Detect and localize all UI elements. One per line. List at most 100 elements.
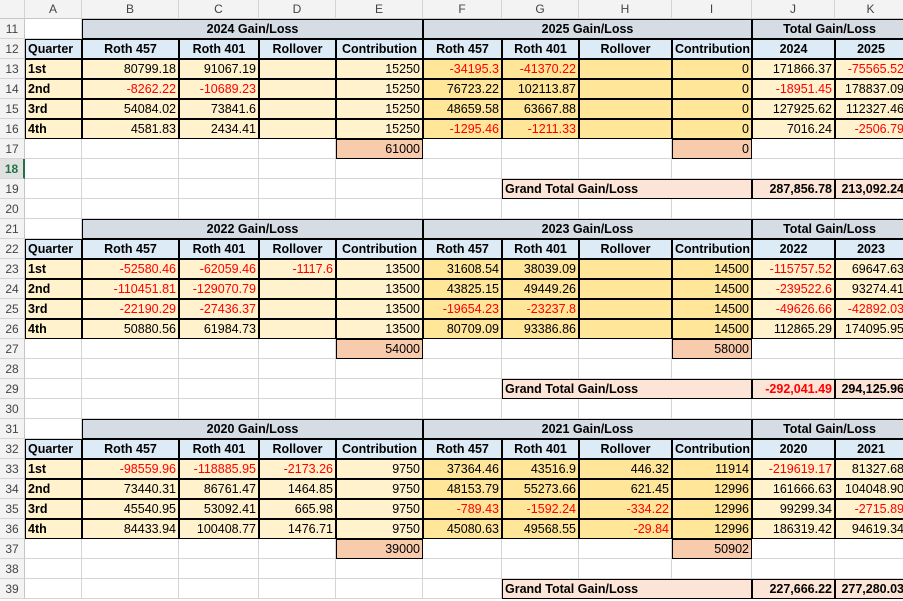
value-cell[interactable]: 112865.29 xyxy=(752,319,835,339)
value-cell[interactable]: 665.98 xyxy=(259,499,336,519)
row-header[interactable]: 21 xyxy=(0,219,25,239)
grand-total-left[interactable]: 227,666.22 xyxy=(752,579,835,599)
value-cell[interactable]: 80709.09 xyxy=(423,319,502,339)
column-header-a[interactable]: A xyxy=(25,0,82,19)
empty-cell[interactable] xyxy=(835,159,903,179)
column-label[interactable]: 2023 xyxy=(835,239,903,259)
grand-total-label[interactable]: Grand Total Gain/Loss xyxy=(502,179,752,199)
empty-cell[interactable] xyxy=(336,199,423,219)
quarter-label[interactable]: 2nd xyxy=(25,279,82,299)
empty-cell[interactable] xyxy=(82,399,179,419)
value-cell[interactable]: 99299.34 xyxy=(752,499,835,519)
empty-cell[interactable] xyxy=(752,359,835,379)
value-cell[interactable] xyxy=(579,279,672,299)
value-cell[interactable]: 93274.41 xyxy=(835,279,903,299)
column-label[interactable]: Roth 401 xyxy=(502,239,579,259)
contribution-total-right[interactable]: 58000 xyxy=(672,339,752,359)
empty-cell[interactable] xyxy=(82,159,179,179)
empty-cell[interactable] xyxy=(25,219,82,239)
section-title-right[interactable]: 2025 Gain/Loss xyxy=(423,19,752,39)
value-cell[interactable] xyxy=(259,319,336,339)
value-cell[interactable]: -239522.6 xyxy=(752,279,835,299)
column-label[interactable]: Rollover xyxy=(259,439,336,459)
column-label[interactable]: Contribution xyxy=(336,239,423,259)
value-cell[interactable]: 12996 xyxy=(672,479,752,499)
empty-cell[interactable] xyxy=(752,399,835,419)
empty-cell[interactable] xyxy=(179,159,259,179)
row-header[interactable]: 26 xyxy=(0,319,25,339)
value-cell[interactable]: -789.43 xyxy=(423,499,502,519)
empty-cell[interactable] xyxy=(179,539,259,559)
grand-total-left[interactable]: 287,856.78 xyxy=(752,179,835,199)
empty-cell[interactable] xyxy=(25,139,82,159)
value-cell[interactable]: 174095.95 xyxy=(835,319,903,339)
value-cell[interactable] xyxy=(579,259,672,279)
value-cell[interactable] xyxy=(579,299,672,319)
section-title-left[interactable]: 2022 Gain/Loss xyxy=(82,219,423,239)
value-cell[interactable]: 43516.9 xyxy=(502,459,579,479)
value-cell[interactable]: 15250 xyxy=(336,59,423,79)
column-label[interactable]: Quarter xyxy=(25,239,82,259)
empty-cell[interactable] xyxy=(835,199,903,219)
grand-total-left[interactable]: -292,041.49 xyxy=(752,379,835,399)
value-cell[interactable]: -8262.22 xyxy=(82,79,179,99)
empty-cell[interactable] xyxy=(502,399,579,419)
row-header[interactable]: 23 xyxy=(0,259,25,279)
quarter-label[interactable]: 2nd xyxy=(25,79,82,99)
empty-cell[interactable] xyxy=(336,179,423,199)
column-label[interactable]: Contribution xyxy=(672,439,752,459)
column-label[interactable]: Contribution xyxy=(672,39,752,59)
row-header[interactable]: 22 xyxy=(0,239,25,259)
value-cell[interactable]: -19654.23 xyxy=(423,299,502,319)
select-all-corner[interactable] xyxy=(0,0,25,19)
grand-total-label[interactable]: Grand Total Gain/Loss xyxy=(502,379,752,399)
contribution-total-left[interactable]: 61000 xyxy=(336,139,423,159)
empty-cell[interactable] xyxy=(672,559,752,579)
value-cell[interactable]: 127925.62 xyxy=(752,99,835,119)
empty-cell[interactable] xyxy=(423,139,502,159)
value-cell[interactable]: -75565.52 xyxy=(835,59,903,79)
empty-cell[interactable] xyxy=(423,579,502,599)
value-cell[interactable]: 15250 xyxy=(336,79,423,99)
value-cell[interactable]: 161666.63 xyxy=(752,479,835,499)
grand-total-right[interactable]: 213,092.24 xyxy=(835,179,903,199)
row-header[interactable]: 11 xyxy=(0,19,25,39)
value-cell[interactable]: 54084.02 xyxy=(82,99,179,119)
empty-cell[interactable] xyxy=(423,359,502,379)
empty-cell[interactable] xyxy=(423,199,502,219)
value-cell[interactable]: -49626.66 xyxy=(752,299,835,319)
empty-cell[interactable] xyxy=(579,559,672,579)
column-label[interactable]: Roth 457 xyxy=(82,239,179,259)
empty-cell[interactable] xyxy=(82,359,179,379)
value-cell[interactable]: 73841.6 xyxy=(179,99,259,119)
column-label[interactable]: Rollover xyxy=(259,239,336,259)
row-header[interactable]: 33 xyxy=(0,459,25,479)
value-cell[interactable]: -42892.03 xyxy=(835,299,903,319)
value-cell[interactable]: 48659.58 xyxy=(423,99,502,119)
section-title-total[interactable]: Total Gain/Loss xyxy=(752,419,903,439)
empty-cell[interactable] xyxy=(82,379,179,399)
column-header-e[interactable]: E xyxy=(336,0,423,19)
value-cell[interactable]: 0 xyxy=(672,119,752,139)
row-header[interactable]: 30 xyxy=(0,399,25,419)
value-cell[interactable]: 0 xyxy=(672,59,752,79)
row-header[interactable]: 36 xyxy=(0,519,25,539)
column-label[interactable]: 2021 xyxy=(835,439,903,459)
empty-cell[interactable] xyxy=(423,179,502,199)
value-cell[interactable] xyxy=(579,79,672,99)
column-label[interactable]: Contribution xyxy=(672,239,752,259)
value-cell[interactable]: -10689.23 xyxy=(179,79,259,99)
value-cell[interactable]: 4581.83 xyxy=(82,119,179,139)
empty-cell[interactable] xyxy=(259,139,336,159)
empty-cell[interactable] xyxy=(423,379,502,399)
empty-cell[interactable] xyxy=(82,339,179,359)
empty-cell[interactable] xyxy=(179,579,259,599)
value-cell[interactable]: 45540.95 xyxy=(82,499,179,519)
column-label[interactable]: Roth 401 xyxy=(502,39,579,59)
empty-cell[interactable] xyxy=(82,539,179,559)
value-cell[interactable]: -1117.6 xyxy=(259,259,336,279)
grand-total-right[interactable]: 294,125.96 xyxy=(835,379,903,399)
value-cell[interactable]: 15250 xyxy=(336,99,423,119)
empty-cell[interactable] xyxy=(502,539,579,559)
empty-cell[interactable] xyxy=(25,159,82,179)
